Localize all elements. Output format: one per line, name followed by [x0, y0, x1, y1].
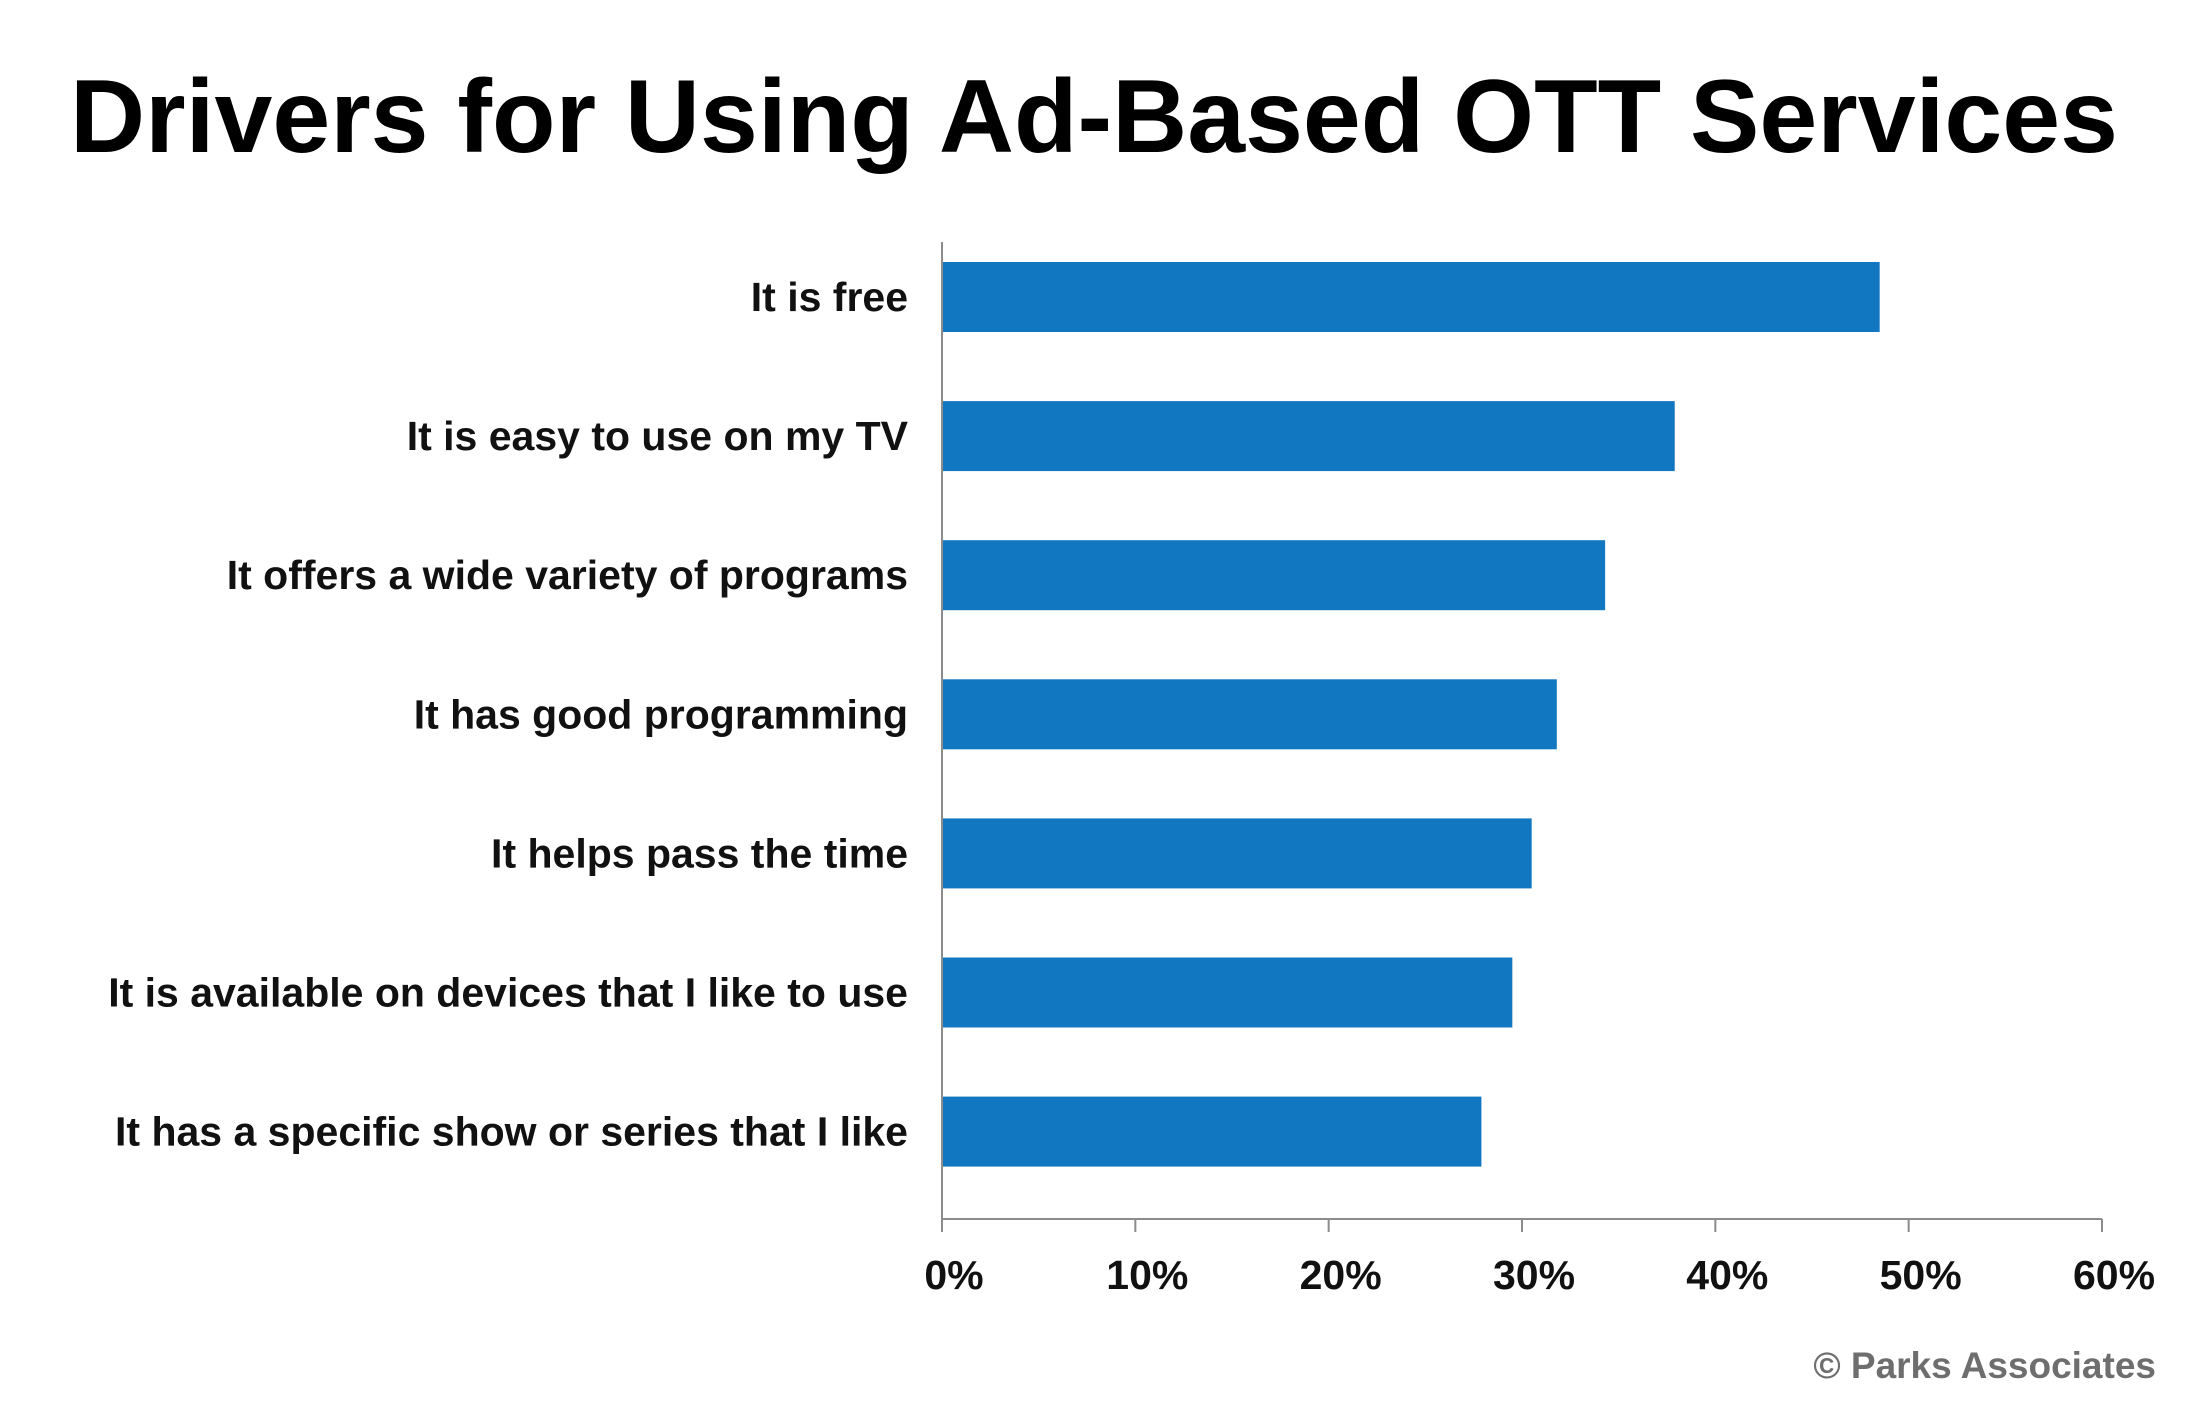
category-label-it-is-free: It is free [751, 274, 908, 320]
chart-title: Drivers for Using Ad-Based OTT Services [70, 59, 2118, 175]
category-label-it-is-easy-to-use-on-my-tv: It is easy to use on my TV [407, 413, 909, 459]
category-label-it-helps-pass-the-time: It helps pass the time [491, 830, 908, 876]
bar-it-is-easy-to-use-on-my-tv [942, 401, 1675, 472]
x-tick-label: 10% [1106, 1252, 1188, 1298]
bar-it-helps-pass-the-time [942, 818, 1532, 889]
bars-layer [942, 262, 1880, 1167]
x-tick-label: 0% [924, 1252, 983, 1298]
x-tick-label: 30% [1493, 1252, 1575, 1298]
bar-it-offers-a-wide-variety-of-programs [942, 540, 1606, 611]
category-labels: It is free It is easy to use on my TV It o… [108, 274, 908, 1155]
category-label-it-has-a-specific-show-or-series-that-i-like: It has a specific show or series that I … [115, 1109, 908, 1155]
x-axis: 0% 10% 20% 30% 40% 50% 60% [924, 242, 2155, 1298]
x-tick-label: 50% [1880, 1252, 1962, 1298]
category-label-it-offers-a-wide-variety-of-programs: It offers a wide variety of programs [227, 552, 908, 598]
bar-it-is-available-on-devices-that-i-like-to-use [942, 957, 1513, 1028]
bar-it-has-a-specific-show-or-series-that-i-like [942, 1096, 1482, 1167]
category-label-it-has-good-programming: It has good programming [414, 691, 908, 737]
x-tick-label: 60% [2073, 1252, 2155, 1298]
copyright-credit: © Parks Associates [1813, 1345, 2156, 1386]
bar-it-has-good-programming [942, 679, 1557, 750]
category-label-it-is-available-on-devices-that-i-like-to-use: It is available on devices that I like t… [108, 970, 908, 1016]
x-tick-label: 20% [1300, 1252, 1382, 1298]
bar-it-is-free [942, 262, 1880, 332]
x-tick-label: 40% [1686, 1252, 1768, 1298]
